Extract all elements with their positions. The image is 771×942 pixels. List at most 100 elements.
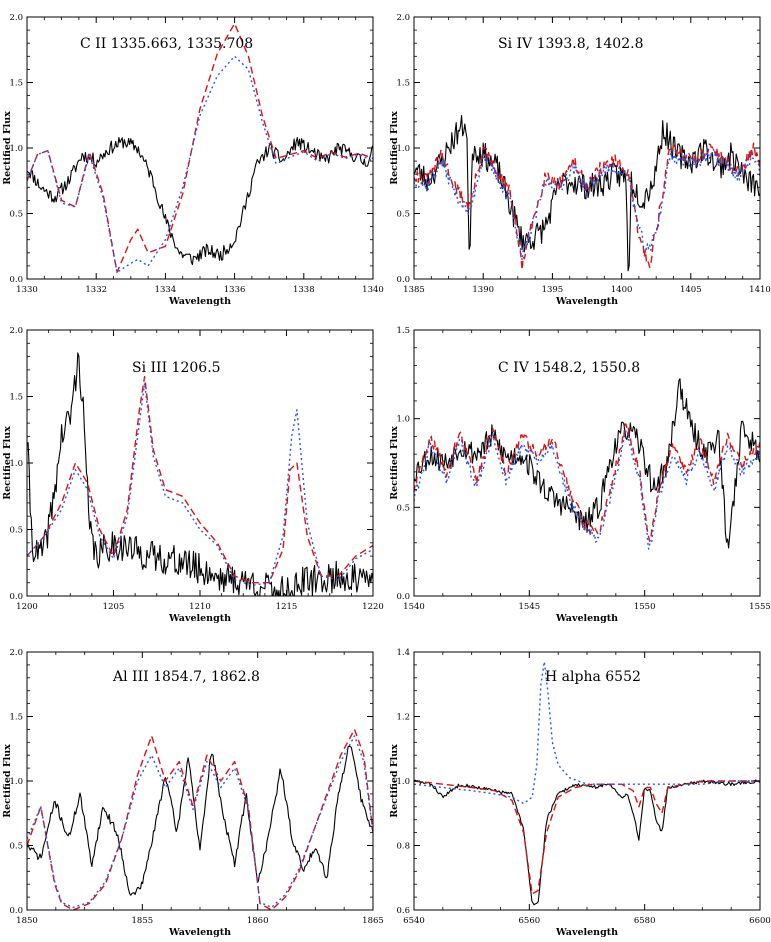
y-tick-label: 1.5 xyxy=(396,326,410,336)
series-model-b xyxy=(27,735,373,909)
y-tick-label: 2.0 xyxy=(9,648,23,658)
y-tick-label: 0.8 xyxy=(396,842,410,852)
x-tick-label: 1545 xyxy=(519,602,541,612)
y-tick-label: 1.5 xyxy=(9,713,23,723)
y-tick-label: 1.0 xyxy=(9,144,23,154)
x-tick-label: 1855 xyxy=(132,916,154,926)
x-tick-label: 1215 xyxy=(276,602,298,612)
x-tick-label: 1385 xyxy=(403,285,425,295)
panel-3: 1200 1205 1210 1215 1220 0.0 0.5 1.0 1.5 2.0 Wavel… xyxy=(2,326,384,624)
x-tick-label: 6540 xyxy=(403,916,425,926)
y-axis-label: Rectified Flux xyxy=(2,744,13,818)
panel-title: H alpha 6552 xyxy=(545,669,641,685)
plot-frame xyxy=(26,16,374,280)
panel-6: 6540 6560 6580 6600 0.6 0.8 1.0 1.2 1.4 Wavelengt… xyxy=(389,648,771,938)
x-tick-label: 1850 xyxy=(16,916,38,926)
x-axis-label: Wavelength xyxy=(555,613,618,624)
x-axis-label: Wavelength xyxy=(168,927,231,938)
series-observed xyxy=(414,779,760,906)
x-tick-label: 6600 xyxy=(749,916,771,926)
x-tick-label: 1340 xyxy=(362,285,384,295)
y-tick-label: 0.5 xyxy=(9,842,23,852)
x-tick-label: 1210 xyxy=(189,602,211,612)
series-observed xyxy=(414,114,760,272)
panel-4: 1540 1545 1550 1555 0.0 0.5 1.0 1.5 Wavelength Re… xyxy=(389,326,771,624)
plot-frame xyxy=(413,16,761,280)
x-tick-label: 1550 xyxy=(634,602,656,612)
series-observed xyxy=(27,352,373,596)
y-axis-label: Rectified Flux xyxy=(389,744,400,818)
x-tick-label: 1334 xyxy=(155,285,177,295)
series-model-b xyxy=(414,430,760,550)
panel-2: 1385 1390 1395 1400 1405 1410 0.0 0.5 1.0 1.5 2.0 W… xyxy=(389,13,771,307)
y-tick-label: 0.0 xyxy=(9,592,23,602)
y-tick-label: 0.6 xyxy=(396,906,410,916)
y-tick-label: 1.5 xyxy=(9,393,23,403)
x-tick-label: 1865 xyxy=(362,916,384,926)
series-model-b xyxy=(27,382,373,587)
y-tick-label: 1.2 xyxy=(396,713,410,723)
x-tick-label: 1338 xyxy=(293,285,315,295)
y-axis-label: Rectified Flux xyxy=(2,111,13,185)
series-model-a xyxy=(27,22,373,274)
panel-1: 1330 1332 1334 1336 1338 1340 0.0 0.5 1.0 1.5 2.0 W… xyxy=(2,13,384,307)
y-tick-label: 1.5 xyxy=(9,79,23,89)
x-axis-label: Wavelength xyxy=(168,613,231,624)
x-tick-label: 1205 xyxy=(103,602,125,612)
y-tick-label: 2.0 xyxy=(9,326,23,336)
x-tick-label: 1220 xyxy=(362,602,384,612)
y-tick-label: 0.0 xyxy=(9,906,23,916)
y-tick-label: 1.0 xyxy=(396,777,410,787)
x-tick-label: 1395 xyxy=(542,285,564,295)
y-axis-label: Rectified Flux xyxy=(389,426,400,500)
x-tick-label: 6560 xyxy=(519,916,541,926)
panel-title: C IV 1548.2, 1550.8 xyxy=(498,360,640,376)
x-axis-label: Wavelength xyxy=(555,927,618,938)
x-tick-label: 1405 xyxy=(680,285,702,295)
x-tick-label: 1555 xyxy=(749,602,771,612)
x-axis-label: Wavelength xyxy=(168,296,231,307)
y-tick-label: 0.5 xyxy=(9,210,23,220)
x-tick-label: 1332 xyxy=(85,285,107,295)
series-model-a xyxy=(414,423,760,542)
series-observed xyxy=(414,378,760,549)
y-tick-label: 2.0 xyxy=(9,13,23,23)
series-model-b xyxy=(27,55,373,274)
y-tick-label: 1.0 xyxy=(9,777,23,787)
series-model-a xyxy=(27,728,373,910)
y-tick-label: 0.0 xyxy=(396,275,410,285)
y-axis-label: Rectified Flux xyxy=(389,111,400,185)
series-model-b xyxy=(414,661,760,805)
x-tick-label: 1540 xyxy=(403,602,425,612)
panel-title: Si IV 1393.8, 1402.8 xyxy=(498,36,643,52)
series-observed xyxy=(27,137,373,266)
x-axis-label: Wavelength xyxy=(555,296,618,307)
panel-title: Si III 1206.5 xyxy=(132,360,221,376)
y-tick-label: 0.5 xyxy=(396,503,410,513)
series-model-a xyxy=(27,375,373,584)
x-tick-label: 1400 xyxy=(611,285,633,295)
y-axis-label: Rectified Flux xyxy=(2,426,13,500)
y-tick-label: 0.5 xyxy=(9,526,23,536)
panel-title: Al III 1854.7, 1862.8 xyxy=(112,669,260,685)
y-tick-label: 1.4 xyxy=(396,648,410,658)
y-tick-label: 0.0 xyxy=(396,592,410,602)
series-model-b xyxy=(414,148,760,261)
panel-5: 1850 1855 1860 1865 0.0 0.5 1.0 1.5 2.0 Wavelengt… xyxy=(2,648,384,938)
y-tick-label: 1.0 xyxy=(396,415,410,425)
x-tick-label: 1330 xyxy=(16,285,38,295)
panel-title: C II 1335.663, 1335.708 xyxy=(80,36,253,52)
series-model-a xyxy=(414,142,760,271)
x-tick-label: 1390 xyxy=(472,285,494,295)
y-tick-label: 2.0 xyxy=(396,13,410,23)
x-tick-label: 1410 xyxy=(749,285,771,295)
x-tick-label: 1336 xyxy=(224,285,246,295)
series-model-a xyxy=(414,780,760,895)
x-tick-label: 1200 xyxy=(16,602,38,612)
x-tick-label: 6580 xyxy=(634,916,656,926)
y-tick-label: 1.0 xyxy=(396,144,410,154)
y-tick-label: 0.5 xyxy=(396,210,410,220)
y-tick-label: 1.0 xyxy=(9,459,23,469)
x-tick-label: 1860 xyxy=(247,916,269,926)
